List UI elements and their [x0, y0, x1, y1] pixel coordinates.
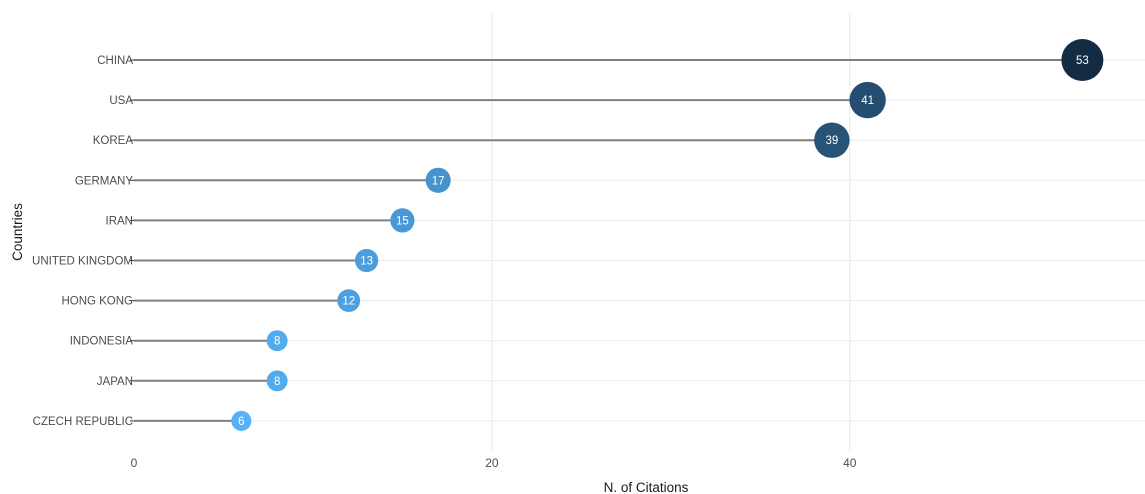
x-tick-label: 0 [131, 456, 138, 470]
lollipop-bubble [231, 410, 252, 431]
bubble-value-label: 39 [825, 135, 838, 147]
bubble-value-label: 41 [861, 95, 874, 107]
stems-layer [134, 59, 1083, 422]
y-tick-label: IRAN [106, 215, 133, 227]
y-tick-label: UNITED KINGDOM [32, 256, 133, 268]
x-tick-label: 40 [843, 456, 857, 470]
lollipop-bubble [266, 370, 288, 392]
y-tick-label: CHINA [97, 55, 133, 67]
lollipop-bubble [390, 208, 415, 233]
lollipop-bubble [354, 248, 379, 273]
y-tick-labels: CHINA USA KOREA GERMANY IRAN UNITED KINGDOM HO… [32, 55, 134, 428]
y-tick-label: USA [109, 95, 133, 107]
lollipop-bubble [337, 289, 361, 313]
x-tick-label: 20 [485, 456, 499, 470]
lollipop-bubble [266, 330, 288, 352]
bubble-value-label: 53 [1076, 55, 1089, 67]
y-tick-label: JAPAN [97, 376, 133, 388]
y-tick-label: INDONESIA [70, 336, 134, 348]
y-tick-label: HONG KONG [61, 296, 133, 308]
y-tick-label: KOREA [93, 135, 134, 147]
bubble-value-label: 6 [238, 416, 244, 428]
bubbles-layer: 53 41 39 17 15 13 12 8 8 6 [231, 39, 1104, 431]
bubble-value-label: 8 [274, 376, 280, 388]
bubble-value-label: 8 [274, 336, 280, 348]
y-tick-label: CZECH REPUBLIC [33, 416, 133, 428]
lollipop-bubble [425, 167, 451, 193]
x-tick-labels: 0 20 40 [131, 456, 857, 470]
lollipop-bubble [814, 122, 850, 158]
bubble-value-label: 13 [360, 256, 373, 268]
y-tick-label: GERMANY [75, 175, 133, 187]
lollipop-bubble [1061, 39, 1104, 81]
x-axis-title: N. of Citations [604, 480, 689, 494]
bubble-value-label: 17 [432, 175, 445, 187]
y-axis-title: Countries [10, 203, 25, 261]
bubble-value-label: 12 [342, 296, 355, 308]
lollipop-bubble [849, 81, 886, 119]
bubble-value-label: 15 [396, 215, 409, 227]
